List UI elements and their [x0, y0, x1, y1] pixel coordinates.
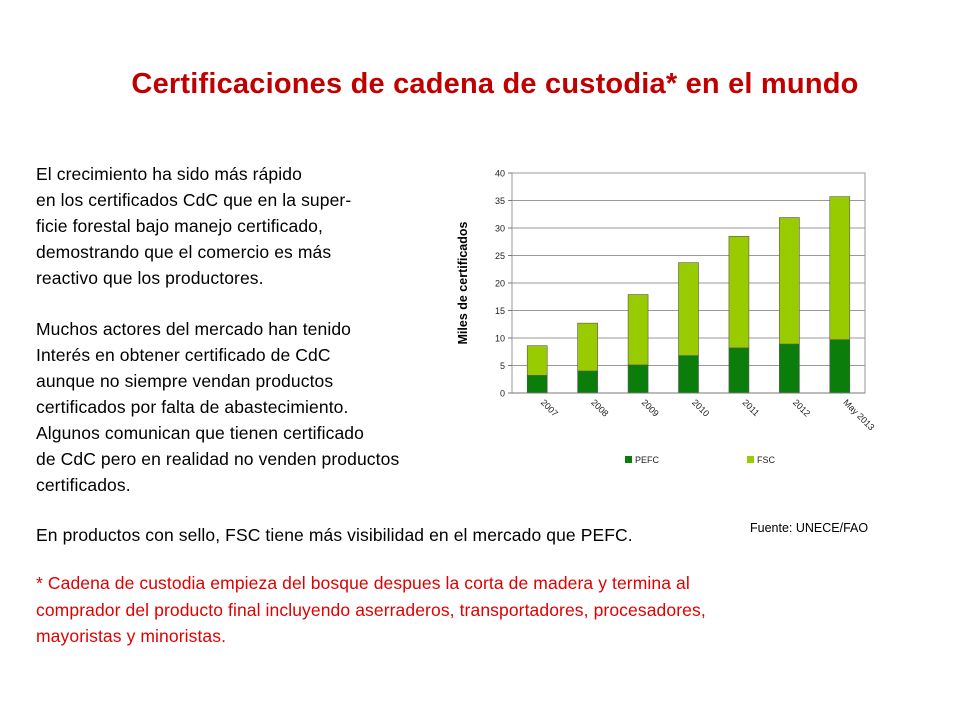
text-line: reactivo que los productores. [36, 268, 264, 288]
paragraph-visibility: En productos con sello, FSC tiene más vi… [36, 522, 633, 548]
footnote: * Cadena de custodia empieza del bosque … [36, 570, 706, 650]
x-tick-label: 2009 [640, 397, 661, 418]
text-line: demostrando que el comercio es más [36, 242, 332, 262]
bar-fsc [779, 217, 800, 345]
text-line: Muchos actores del mercado han tenido [36, 319, 351, 339]
page-title: Certificaciones de cadena de custodia* e… [131, 68, 859, 100]
legend-swatch-fsc [747, 456, 754, 463]
bar-fsc [728, 235, 750, 349]
text-line: ficie forestal bajo manejo certificado, [36, 216, 323, 236]
paragraph-growth: El crecimiento ha sido más rápido en los… [36, 161, 351, 291]
bar-pefc [526, 375, 548, 394]
bar-pefc [678, 355, 699, 394]
text-line: comprador del producto final incluyendo … [36, 599, 706, 620]
text-line: mayoristas y minoristas. [36, 626, 227, 646]
bar-fsc [829, 196, 851, 340]
text-line: * Cadena de custodia empieza del bosque … [36, 573, 690, 593]
bar-pefc [779, 343, 800, 394]
x-tick-label: 2008 [589, 397, 610, 418]
bar-pefc [728, 347, 750, 394]
y-tick-label: 35 [495, 196, 505, 206]
text-line: Algunos comunican que tienen certificado [36, 423, 364, 443]
y-tick-label: 5 [500, 361, 505, 371]
text-line: aunque no siempre vendan productos [36, 371, 334, 391]
bar-pefc [577, 370, 598, 394]
text-line: En productos con sello, FSC tiene más vi… [36, 525, 633, 545]
text-line: de CdC pero en realidad no venden produc… [36, 449, 400, 469]
legend-swatch-pefc [625, 456, 632, 463]
y-tick-label: 0 [500, 389, 505, 399]
y-tick-label: 25 [495, 251, 505, 261]
legend-label-fsc: FSC [757, 455, 776, 465]
bar-pefc [829, 339, 851, 394]
x-tick-label: 2012 [791, 397, 812, 418]
y-tick-label: 15 [495, 306, 505, 316]
bar-fsc [526, 345, 548, 376]
certificates-chart: 0 5 10 15 20 25 30 35 40 Miles de certificados 200… [456, 169, 876, 466]
source-note: Fuente: UNECE/FAO [750, 521, 869, 535]
x-tick-label: 2007 [539, 397, 560, 418]
x-tick-label: 2010 [690, 397, 711, 418]
text-line: en los certificados CdC que en la super- [36, 190, 352, 210]
x-tick-label: 2011 [741, 397, 762, 418]
bar-fsc [678, 262, 699, 356]
bar-fsc [627, 294, 649, 366]
text-line: El crecimiento ha sido más rápido [36, 164, 302, 184]
y-tick-label: 40 [495, 169, 505, 179]
y-tick-label: 30 [495, 224, 505, 234]
text-line: certificados por falta de abastecimiento… [36, 397, 349, 417]
legend-label-pefc: PEFC [635, 455, 660, 465]
y-tick-label: 10 [495, 334, 505, 344]
text-line: Interés en obtener certificado de CdC [36, 345, 331, 365]
paragraph-market-actors: Muchos actores del mercado han tenido In… [36, 316, 399, 498]
y-axis-label: Miles de certificados [456, 221, 470, 344]
x-tick-label: May 2013 [841, 397, 876, 432]
text-line: certificados. [36, 475, 131, 495]
y-tick-label: 20 [495, 279, 505, 289]
bar-fsc [577, 322, 598, 372]
bar-pefc [627, 364, 649, 394]
